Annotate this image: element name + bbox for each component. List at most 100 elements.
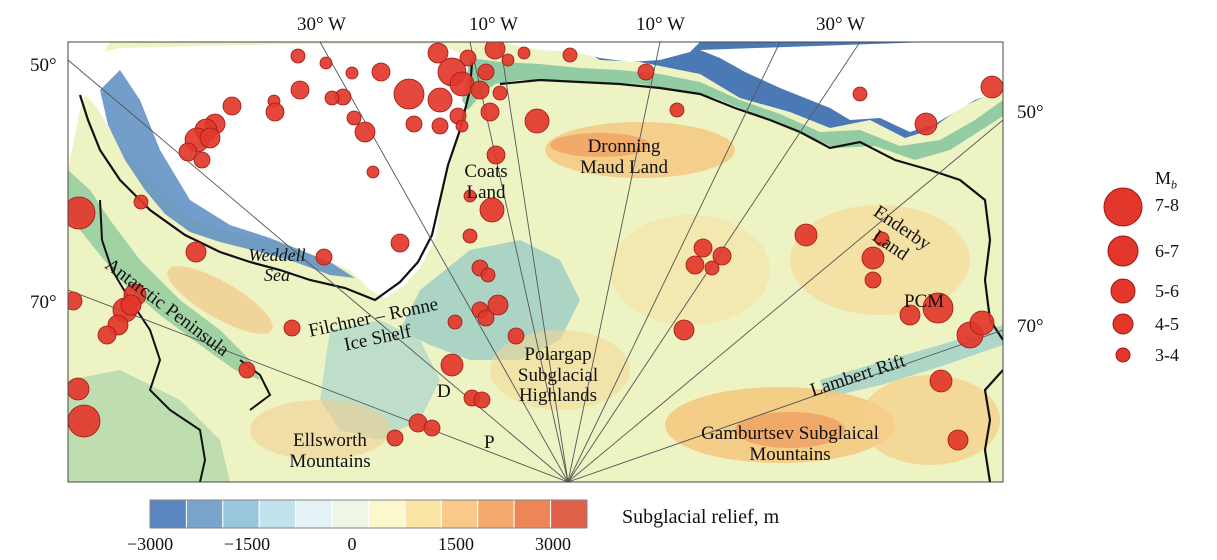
region-pcm: PCM (904, 291, 945, 312)
legend-circle-7-8 (1103, 187, 1143, 227)
ocean-westcorner (68, 42, 110, 170)
epicenter-39 (524, 108, 550, 134)
epicenter-48 (477, 309, 495, 327)
magnitude-legend-symbols (1103, 187, 1143, 363)
epicenter-17 (345, 66, 359, 80)
colorbar-swatch-3 (258, 499, 297, 529)
epicenter-43 (462, 228, 478, 244)
colorbar-swatch-2 (222, 499, 260, 529)
epicenter-1 (484, 42, 506, 60)
epicenter-73 (685, 255, 705, 275)
epicenter-78 (874, 231, 890, 247)
map-frame (67, 41, 1004, 483)
highland-dml-peak (550, 133, 650, 157)
magnitude-legend-title-sub: b (1171, 177, 1178, 192)
map-area (68, 42, 1003, 482)
epicenter-53 (185, 241, 207, 263)
epicenter-47 (487, 294, 509, 316)
epicenter-86 (947, 429, 969, 451)
colorbar-swatch-11 (550, 499, 588, 529)
region-d: D (437, 381, 451, 402)
epicenter-25 (265, 102, 285, 122)
epicenter-66 (473, 391, 491, 409)
epicenter-51 (390, 233, 410, 253)
epicenter-70 (68, 377, 90, 401)
epicenter-42 (479, 197, 505, 223)
colorbar-tick-3: 1500 (438, 534, 474, 554)
ocean-northcoast (500, 42, 700, 62)
colorbar-swatch-1 (185, 499, 224, 529)
epicenter-8 (427, 87, 453, 113)
highland-peninsula (167, 266, 273, 334)
colorbar-swatch-6 (368, 499, 406, 529)
epicenter-88 (980, 75, 1003, 99)
epicenter-4 (501, 53, 515, 67)
colorbar-swatch-9 (477, 499, 515, 529)
epicenter-80 (864, 271, 882, 289)
epicenter-30 (199, 127, 221, 149)
region-coats-land: Coats Land (464, 161, 508, 203)
epicenter-19 (290, 48, 306, 64)
epicenter-15 (470, 80, 490, 100)
epicenter-36 (405, 115, 423, 133)
ocean-shelf-weddell (100, 70, 355, 278)
epicenter-64 (440, 353, 464, 377)
epicenter-87 (914, 112, 938, 136)
epicenter-79 (861, 246, 885, 270)
epicenter-89 (852, 86, 868, 102)
epicenter-52 (315, 248, 333, 266)
region-p: P (484, 432, 495, 453)
epicenter-10 (492, 85, 508, 101)
epicenter-35 (366, 165, 380, 179)
epicenter-0 (427, 42, 449, 64)
colorbar-swatch-8 (440, 499, 479, 529)
epicenter-71 (68, 404, 101, 438)
epicenter-74 (704, 260, 720, 276)
lat-label-left-50: 50° (30, 55, 57, 76)
epicenter-55 (68, 196, 96, 230)
epicenter-60 (97, 325, 117, 345)
epicenter-68 (423, 419, 441, 437)
epicenter-16 (371, 62, 391, 82)
colorbar-swatch-5 (331, 499, 370, 529)
epicenter-32 (193, 151, 211, 169)
epicenter-45 (480, 267, 496, 283)
epicenter-20 (393, 78, 425, 110)
epicenter-13 (455, 119, 469, 133)
epicenter-56 (68, 291, 83, 311)
highland-gamburtsev-peak (735, 412, 845, 448)
epicenter-62 (283, 319, 301, 337)
epicenter-82 (922, 292, 954, 324)
lon-label-10w-right: 10° W (636, 14, 685, 35)
epicenter-41 (463, 189, 477, 203)
colorbar-tick-4: 3000 (535, 534, 571, 554)
southwest-green (68, 370, 230, 482)
legend-label-5-6: 5-6 (1155, 281, 1179, 301)
epicenter-75 (712, 246, 732, 266)
epicenter-40 (486, 145, 506, 165)
lat-label-left-70: 70° (30, 292, 57, 313)
colorbar-swatch-0 (149, 499, 187, 529)
meridian-lines (68, 42, 1003, 482)
epicenter-50 (447, 314, 463, 330)
coastal-green (462, 58, 1003, 160)
legend-label-4-5: 4-5 (1155, 314, 1179, 334)
colorbar-frame (149, 499, 588, 529)
epicenter-84 (969, 310, 995, 336)
epicenter-26 (222, 96, 242, 116)
magnitude-legend-title-main: M (1155, 168, 1172, 188)
region-weddell-sea: Weddell Sea (248, 245, 306, 285)
legend-circle-6-7 (1107, 235, 1139, 267)
epicenter-18 (319, 56, 333, 70)
epicenter-9 (477, 63, 495, 81)
epicenter-49 (507, 327, 525, 345)
epicenter-85 (929, 369, 953, 393)
epicenter-37 (637, 63, 655, 81)
legend-label-7-8: 7-8 (1155, 195, 1179, 215)
legend-circle-5-6 (1110, 278, 1136, 304)
earthquake-epicenters (68, 42, 1003, 451)
epicenter-69 (386, 429, 404, 447)
epicenter-31 (178, 142, 198, 162)
epicenter-81 (899, 304, 921, 326)
epicenter-3 (562, 47, 578, 63)
